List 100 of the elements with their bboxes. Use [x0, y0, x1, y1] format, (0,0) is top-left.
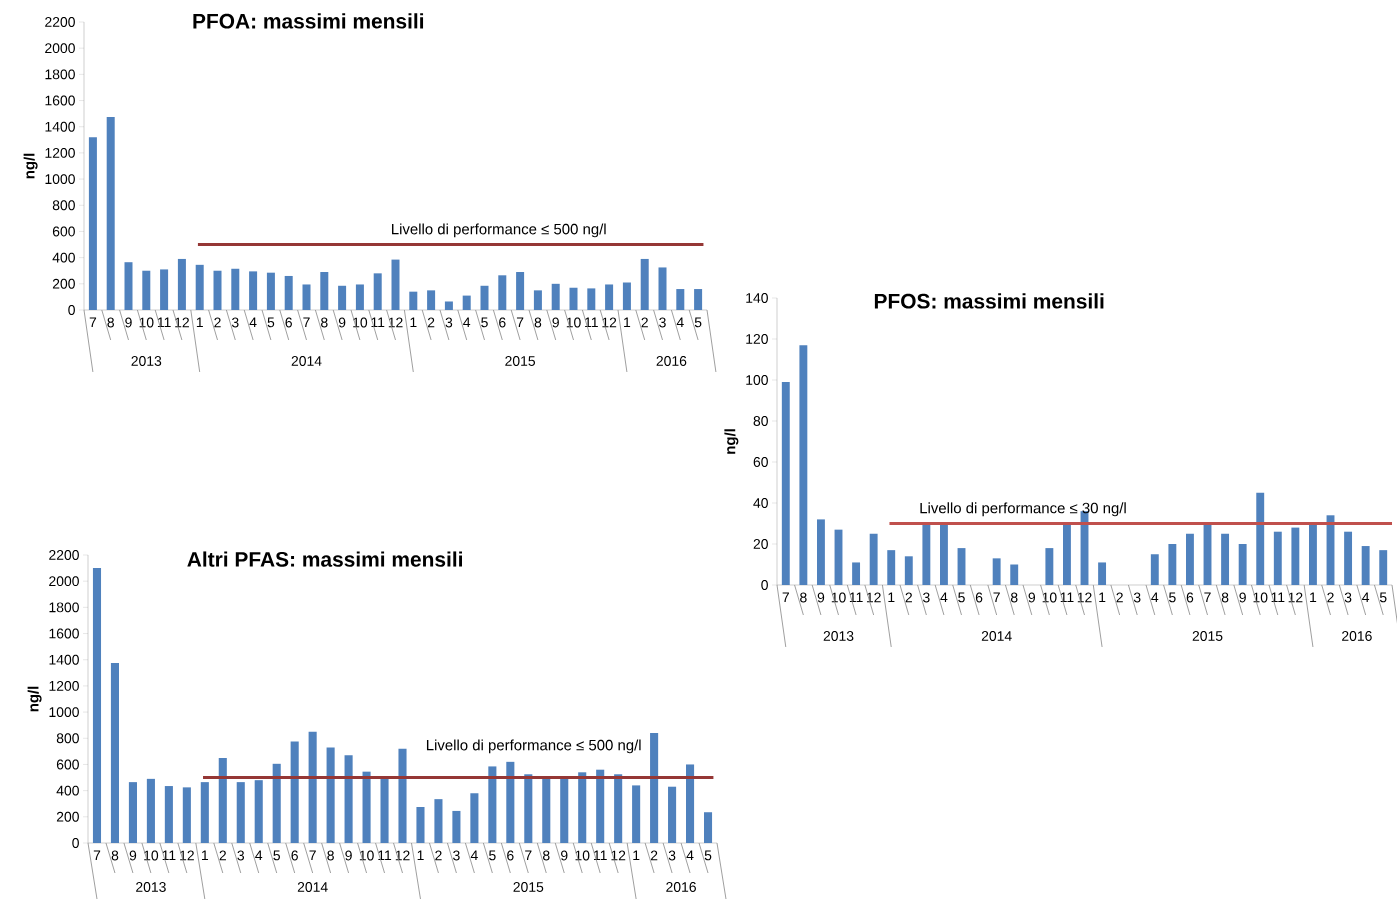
bar [106, 116, 115, 310]
bar [146, 778, 155, 843]
y-tick-label: 1800 [45, 69, 75, 80]
x-tick-label: 12 [1288, 592, 1303, 603]
x-tick-label: 10 [139, 317, 154, 328]
y-tick-label: 1600 [49, 628, 79, 639]
bar [266, 272, 275, 310]
x-tick-label: 9 [552, 317, 559, 328]
bar [164, 786, 173, 843]
text: 2013 [131, 356, 162, 366]
bar [434, 799, 443, 843]
y-tick-label: 800 [52, 200, 75, 211]
x-tick-label: 2 [427, 317, 435, 328]
bar [1062, 523, 1071, 585]
x-tick-label: 9 [129, 850, 137, 861]
x-tick-label: 5 [267, 317, 275, 328]
bar [128, 782, 137, 843]
x-tick-label: 12 [388, 317, 403, 328]
x-tick-label: 7 [782, 592, 789, 603]
bar [177, 258, 186, 310]
y-tick-label: 1400 [45, 121, 75, 132]
x-tick-label: 7 [525, 850, 532, 861]
bar [195, 264, 204, 310]
text: 2013 [823, 631, 854, 641]
x-tick-label: 1 [888, 592, 895, 603]
bar [1045, 548, 1054, 585]
bar [632, 785, 641, 843]
y-tick-label: 200 [52, 278, 75, 289]
text: 2015 [505, 356, 536, 366]
y-tick-label: 1200 [45, 147, 75, 158]
bar [781, 382, 790, 585]
x-tick-label: 1 [633, 850, 640, 861]
bar [686, 764, 695, 843]
x-tick-label: 10 [831, 592, 846, 603]
text: 2013 [136, 882, 166, 892]
x-tick-label: 9 [345, 850, 352, 861]
bar [444, 301, 453, 310]
bar [542, 777, 551, 843]
x-tick-label: 3 [923, 592, 930, 603]
x-tick-label: 3 [237, 850, 245, 861]
bar [1361, 546, 1370, 585]
x-tick-label: 4 [676, 317, 684, 328]
bar [88, 137, 97, 310]
bar [640, 258, 649, 310]
y-tick-label: 80 [753, 416, 768, 426]
x-tick-label: 11 [157, 317, 171, 328]
bar [1221, 533, 1230, 585]
bar [254, 780, 263, 843]
bar [1185, 533, 1194, 585]
x-tick-label: 10 [353, 317, 368, 328]
x-tick-label: 1 [410, 317, 417, 328]
bar [694, 289, 703, 310]
x-tick-label: 8 [327, 850, 334, 861]
y-tick-label: 2000 [49, 576, 79, 587]
x-tick-label: 1 [624, 317, 631, 328]
y-tick-label: 40 [753, 498, 768, 508]
x-tick-label: 3 [659, 317, 666, 328]
bar [1150, 554, 1159, 585]
bar [231, 268, 240, 310]
x-tick-label: 11 [371, 317, 385, 328]
x-tick-label: 3 [668, 850, 676, 861]
bar [1256, 492, 1265, 585]
text: 2014 [291, 356, 322, 366]
x-tick-label: 9 [561, 850, 568, 861]
x-tick-label: 9 [125, 317, 132, 328]
bar [560, 777, 569, 843]
y-tick-label: 1800 [49, 602, 79, 613]
y-tick-label: 1400 [49, 654, 79, 665]
x-tick-label: 11 [585, 317, 598, 328]
bar [658, 267, 667, 310]
chart-title: PFOA: massimi mensili [193, 13, 424, 29]
x-tick-label: 3 [231, 317, 239, 328]
bar [1168, 544, 1177, 585]
bar [110, 663, 119, 843]
x-tick-label: 4 [249, 317, 257, 328]
bar [1308, 523, 1317, 585]
y-tick-label: 400 [52, 252, 75, 263]
bar [488, 766, 497, 843]
bar [142, 270, 151, 310]
text: 2015 [1192, 631, 1223, 641]
x-tick-label: 2 [214, 317, 221, 328]
ref-line-label: Livello di performance ≤ 30 ng/l [920, 502, 1126, 517]
x-tick-label: 4 [1362, 592, 1370, 603]
x-tick-label: 9 [338, 317, 346, 328]
x-tick-label: 11 [1060, 592, 1074, 603]
bar [551, 283, 560, 310]
bar [320, 272, 329, 310]
bar [124, 262, 133, 310]
x-tick-label: 8 [1010, 592, 1018, 603]
y-tick-label: 1000 [45, 174, 75, 185]
y-tick-label: 120 [746, 334, 768, 344]
y-tick-label: 800 [56, 733, 79, 744]
bar [326, 747, 335, 843]
bar [409, 291, 418, 310]
text: 2016 [1342, 631, 1372, 641]
x-tick-label: 12 [175, 317, 189, 328]
x-tick-label: 8 [800, 592, 807, 603]
bar [1010, 564, 1019, 585]
x-tick-label: 6 [285, 317, 292, 328]
bar [284, 275, 293, 310]
